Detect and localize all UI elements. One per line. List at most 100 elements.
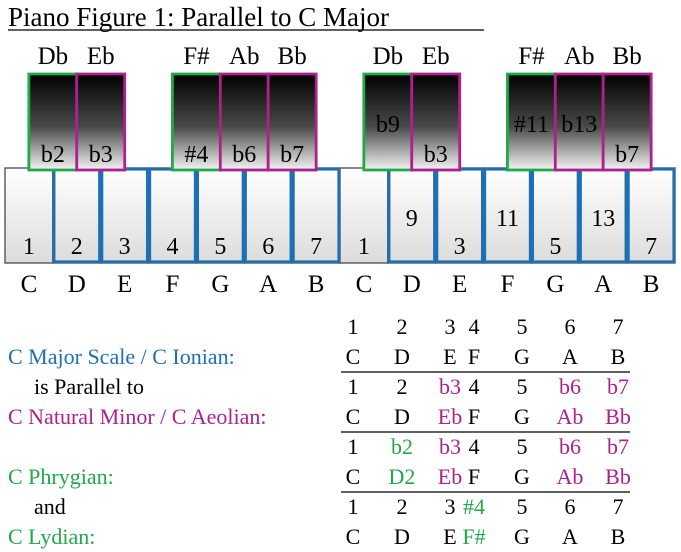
scale-cell: Eb <box>438 404 462 429</box>
scale-cell: 5 <box>517 494 528 519</box>
scale-cell: b6 <box>559 434 581 459</box>
scale-cell: 3 <box>445 314 456 339</box>
black-key-name: Eb <box>87 43 115 70</box>
white-key-note: F <box>501 271 515 298</box>
scale-cell: 1 <box>348 494 359 519</box>
black-key-degree: b7 <box>280 142 304 168</box>
scale-cell: 4 <box>469 374 480 399</box>
legend-line: C Major Scale / C Ionian: <box>8 344 235 369</box>
black-key-degree: b9 <box>376 112 400 138</box>
scale-cell: A <box>562 344 578 369</box>
white-key-degree: 9 <box>406 206 418 232</box>
legend-line: C Lydian: <box>8 524 95 549</box>
black-key-degree: b13 <box>561 112 597 138</box>
scale-cell: 2 <box>397 494 408 519</box>
white-key-note: G <box>211 271 229 298</box>
scale-cell: 7 <box>613 314 624 339</box>
scale-cell: Bb <box>605 464 631 489</box>
scale-cell: B <box>611 344 626 369</box>
black-key-degree: #4 <box>184 142 208 168</box>
black-key-name: F# <box>183 43 210 70</box>
scale-cell: D <box>394 524 410 549</box>
scale-cell: G <box>514 404 530 429</box>
scale-cell: 2 <box>397 314 408 339</box>
black-key <box>27 72 79 172</box>
white-key-degree: 3 <box>454 234 466 260</box>
scale-cell: 5 <box>517 314 528 339</box>
legend-line: C Natural Minor / C Aeolian: <box>8 404 266 429</box>
scale-cell: E <box>443 344 456 369</box>
white-key-note: D <box>403 271 421 298</box>
black-key <box>266 72 318 172</box>
scale-cell: C <box>346 404 361 429</box>
black-key-name: Ab <box>229 43 260 70</box>
white-key <box>482 167 533 264</box>
scale-cell: A <box>562 524 578 549</box>
page-title: Piano Figure 1: Parallel to C Major <box>8 2 389 32</box>
white-key-degree: 13 <box>591 206 615 232</box>
black-key <box>410 72 462 172</box>
white-key-note: F <box>166 271 180 298</box>
scale-cell: F <box>468 404 480 429</box>
black-key-name: F# <box>518 43 545 70</box>
white-key-degree: 1 <box>358 234 370 260</box>
scale-cell: 2 <box>397 374 408 399</box>
white-key <box>435 167 485 264</box>
scale-cell: Bb <box>605 404 631 429</box>
black-key <box>218 72 270 172</box>
white-key-degree: 2 <box>71 234 83 260</box>
scale-cell: 1 <box>348 374 359 399</box>
scale-cell: b3 <box>439 374 461 399</box>
scale-cell: #4 <box>463 494 485 519</box>
white-key-note: C <box>356 271 373 298</box>
black-key <box>506 72 557 172</box>
scale-cell: 4 <box>469 434 480 459</box>
scale-cell: 5 <box>517 434 528 459</box>
white-key-note: G <box>546 271 564 298</box>
scale-cell: D <box>394 404 410 429</box>
scale-cell: 6 <box>565 494 576 519</box>
white-key-note: E <box>117 271 132 298</box>
scale-cell: b7 <box>607 374 629 399</box>
scale-cell: G <box>514 344 530 369</box>
white-key-degree: 7 <box>645 234 657 260</box>
white-key-note: B <box>643 271 660 298</box>
scale-cell: C <box>346 464 361 489</box>
white-key <box>52 167 102 264</box>
scale-cell: b3 <box>439 434 461 459</box>
black-key-degree: b7 <box>615 142 639 168</box>
legend-line: is Parallel to <box>34 374 144 399</box>
scale-cell: 3 <box>445 494 456 519</box>
scale-cell: G <box>514 524 530 549</box>
black-key-name: Eb <box>422 43 450 70</box>
white-key-degree: 1 <box>23 234 35 260</box>
white-key-degree: 5 <box>214 234 226 260</box>
black-key-name: Bb <box>613 43 642 70</box>
scale-cell: G <box>514 464 530 489</box>
black-key-degree: b3 <box>424 142 448 168</box>
scale-cell: F# <box>462 524 485 549</box>
white-key-note: C <box>21 271 38 298</box>
black-key-name: Db <box>373 43 404 70</box>
black-key-name: Ab <box>564 43 595 70</box>
white-key-degree: 11 <box>496 206 519 232</box>
white-key-degree: 6 <box>262 234 274 260</box>
scale-cell: 4 <box>469 314 480 339</box>
white-key-note: B <box>308 271 325 298</box>
legend-line: C Phrygian: <box>8 464 114 489</box>
black-key <box>601 72 653 172</box>
scale-cell: b6 <box>559 374 581 399</box>
scale-cell: Eb <box>438 464 462 489</box>
legend-line: and <box>34 494 66 519</box>
white-key-note: E <box>452 271 467 298</box>
white-key-note: D <box>68 271 86 298</box>
scale-cell: Ab <box>557 464 584 489</box>
black-key-degree: #11 <box>514 112 549 138</box>
white-key-degree: 7 <box>310 234 322 260</box>
scale-cell: F <box>468 344 480 369</box>
white-key <box>243 167 293 264</box>
scale-cell: Ab <box>557 404 584 429</box>
white-key-degree: 5 <box>549 234 561 260</box>
scale-cell: b2 <box>391 434 413 459</box>
